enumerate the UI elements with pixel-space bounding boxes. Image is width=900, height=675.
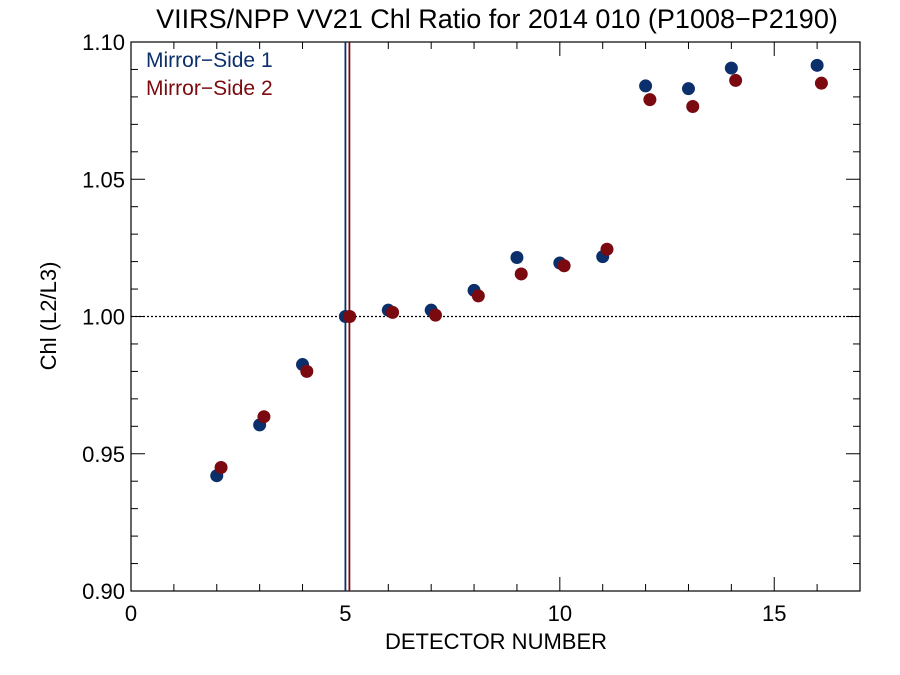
legend: Mirror−Side 1 Mirror−Side 2 bbox=[146, 49, 273, 100]
axis-ticks: 0 5 10 15 0.90 0.95 1.00 1.05 1.10 bbox=[82, 30, 861, 626]
x-axis-label: DETECTOR NUMBER bbox=[385, 629, 607, 654]
data-point-series-2 bbox=[471, 289, 485, 303]
y-tick-label: 1.05 bbox=[82, 167, 125, 192]
legend-entry-2: Mirror−Side 2 bbox=[146, 77, 273, 100]
y-tick-label: 1.10 bbox=[82, 30, 125, 55]
data-point-series-2 bbox=[600, 242, 614, 256]
data-point-series-2 bbox=[257, 410, 271, 424]
data-point-series-2 bbox=[428, 308, 442, 322]
x-tick-label: 10 bbox=[548, 601, 572, 626]
y-tick-label: 0.90 bbox=[82, 579, 125, 604]
data-point-series-2 bbox=[729, 73, 743, 87]
y-tick-label: 1.00 bbox=[82, 305, 125, 330]
data-point-series-2 bbox=[214, 460, 228, 474]
data-point-series-1 bbox=[639, 79, 653, 93]
data-point-series-1 bbox=[510, 250, 524, 264]
y-tick-label: 0.95 bbox=[82, 442, 125, 467]
x-tick-label: 15 bbox=[762, 601, 786, 626]
data-point-series-2 bbox=[814, 76, 828, 90]
x-tick-label: 0 bbox=[125, 601, 137, 626]
y-axis-label: Chl (L2/L3) bbox=[36, 262, 61, 371]
data-point-series-2 bbox=[686, 100, 700, 114]
data-point-series-2 bbox=[343, 310, 357, 323]
data-point-series-1 bbox=[724, 61, 738, 75]
data-point-series-1 bbox=[681, 82, 695, 96]
data-point-series-2 bbox=[300, 364, 314, 378]
reference-lines bbox=[131, 42, 860, 591]
data-points bbox=[210, 58, 828, 483]
x-tick-label: 5 bbox=[339, 601, 351, 626]
data-point-series-2 bbox=[514, 267, 528, 281]
legend-entry-1: Mirror−Side 1 bbox=[146, 49, 273, 72]
chart-title: VIIRS/NPP VV21 Chl Ratio for 2014 010 (P… bbox=[156, 4, 838, 34]
data-point-series-2 bbox=[557, 259, 571, 273]
data-point-series-2 bbox=[386, 305, 400, 319]
data-point-series-2 bbox=[643, 93, 657, 107]
data-point-series-1 bbox=[810, 58, 824, 72]
